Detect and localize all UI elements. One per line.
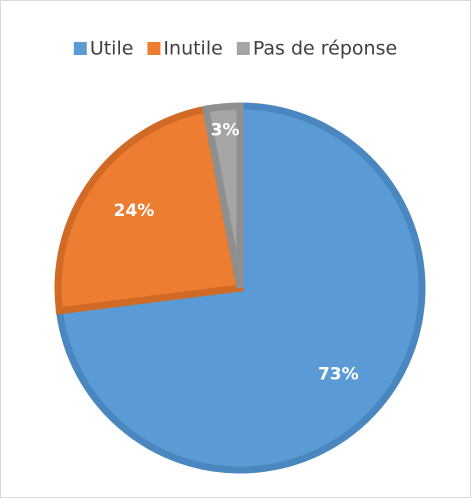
legend-label: Inutile <box>163 38 222 60</box>
pie-slice <box>201 102 244 289</box>
data-label: 24% <box>114 201 155 221</box>
legend-label: Pas de réponse <box>253 38 397 60</box>
data-label: 73% <box>318 365 359 385</box>
legend-label: Utile <box>90 38 134 60</box>
legend-swatch <box>236 42 250 55</box>
legend-swatch <box>147 42 161 55</box>
pie-slice <box>54 105 245 315</box>
legend-swatch <box>73 42 87 55</box>
data-label: 3% <box>211 120 240 140</box>
